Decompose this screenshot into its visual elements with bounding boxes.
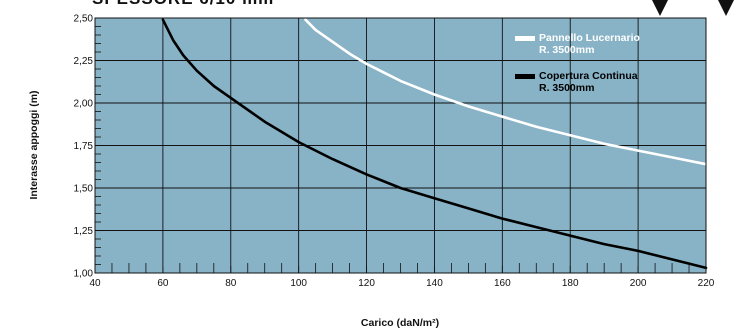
- y-tick-label: 1,00: [74, 269, 94, 280]
- x-tick-label: 80: [225, 278, 237, 289]
- decor-triangle-icon-right: [718, 0, 734, 16]
- legend-label-2: Copertura Continua: [539, 70, 638, 82]
- x-tick-label: 220: [698, 278, 715, 289]
- x-tick-label: 100: [290, 278, 307, 289]
- y-tick-label: 2,50: [74, 14, 94, 25]
- x-tick-label: 180: [562, 278, 579, 289]
- y-tick-label: 1,25: [74, 226, 94, 237]
- y-tick-label: 2,25: [74, 56, 94, 67]
- y-axis-tick-labels: 1,00 1,25 1,50 1,75 2,00 2,25 2,50: [74, 14, 94, 280]
- y-tick-label: 1,75: [74, 141, 94, 152]
- legend-label-1: R. 3500mm: [539, 44, 594, 56]
- x-tick-label: 120: [358, 278, 375, 289]
- legend-swatch-1: [515, 36, 535, 41]
- y-tick-label: 1,50: [74, 184, 94, 195]
- legend-label-1: Pannello Lucernario: [539, 32, 640, 44]
- chart-title: SPESSORE 6/10 mm: [92, 0, 274, 8]
- x-axis-title: Carico (daN/m²): [361, 317, 439, 329]
- x-tick-label: 160: [494, 278, 511, 289]
- series-line-2: [161, 18, 708, 270]
- series-layer: [161, 18, 708, 270]
- legend-swatch-2: [515, 74, 535, 79]
- x-tick-label: 60: [157, 278, 169, 289]
- plot-frame: [94, 17, 707, 274]
- series-line-1: [304, 18, 708, 166]
- chart-header: SPESSORE 6/10 mm: [92, 0, 734, 16]
- y-axis-title: Interasse appoggi (m): [28, 90, 40, 199]
- x-tick-label: 200: [630, 278, 647, 289]
- x-tick-label: 40: [89, 278, 101, 289]
- legend-label-2: R. 3500mm: [539, 82, 594, 94]
- decor-triangle-icon-left: [652, 0, 668, 16]
- x-axis-tick-labels: 40 60 80 100 120 140 160 180 200 220: [89, 278, 714, 289]
- y-tick-label: 2,00: [74, 99, 94, 110]
- x-tick-label: 140: [426, 278, 443, 289]
